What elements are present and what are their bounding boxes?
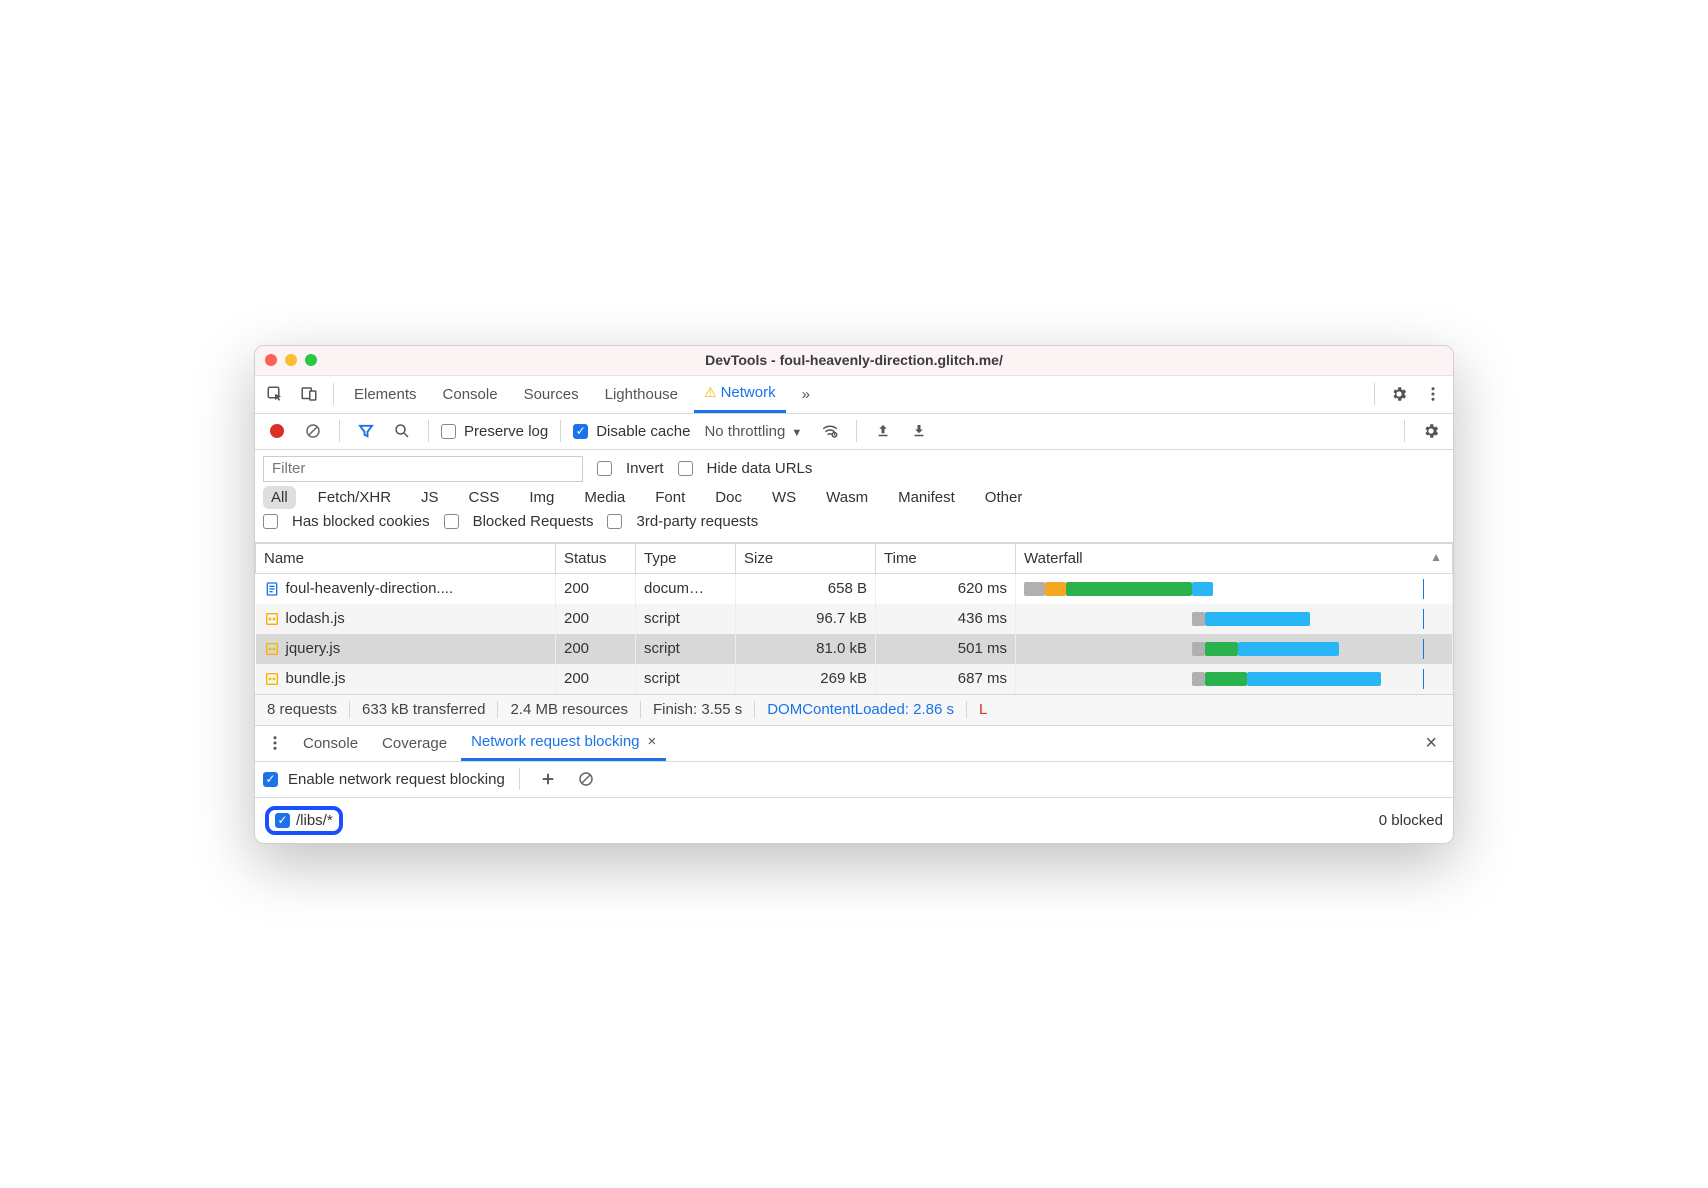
window-title: DevTools - foul-heavenly-direction.glitc… [255,352,1453,368]
type-filter-media[interactable]: Media [576,486,633,509]
titlebar: DevTools - foul-heavenly-direction.glitc… [255,346,1453,376]
requests-table: Name Status Type Size Time Waterfall▲ fo… [255,543,1453,694]
has-blocked-cookies-label: Has blocked cookies [292,513,430,530]
js-icon [264,611,280,627]
disable-cache-checkbox[interactable] [573,424,588,439]
close-tab-icon[interactable]: × [648,733,657,750]
hide-data-urls-label: Hide data URLs [707,460,813,477]
type-filter-js[interactable]: JS [413,486,447,509]
inspect-icon[interactable] [261,380,289,408]
tab-sources[interactable]: Sources [514,376,589,413]
has-blocked-cookies-checkbox[interactable] [263,514,278,529]
hide-data-urls-checkbox[interactable] [678,461,693,476]
col-waterfall[interactable]: Waterfall▲ [1016,543,1453,573]
blocked-requests-label: Blocked Requests [473,513,594,530]
waterfall-cell [1024,579,1444,599]
type-filter-manifest[interactable]: Manifest [890,486,963,509]
device-toggle-icon[interactable] [295,380,323,408]
type-filter-img[interactable]: Img [521,486,562,509]
invert-checkbox[interactable] [597,461,612,476]
request-row[interactable]: lodash.js200script96.7 kB436 ms [256,604,1453,634]
waterfall-cell [1024,639,1444,659]
type-filter-font[interactable]: Font [647,486,693,509]
panel-settings-icon[interactable] [1417,417,1445,445]
filter-bar: Invert Hide data URLs All Fetch/XHR JS CSS I… [255,450,1453,543]
type-filter-wasm[interactable]: Wasm [818,486,876,509]
drawer-menu-icon[interactable] [261,729,289,757]
clear-patterns-icon[interactable] [572,765,600,793]
doc-icon [264,581,280,597]
status-load: L [967,701,999,718]
drawer-tab-coverage[interactable]: Coverage [372,726,457,761]
type-filter-doc[interactable]: Doc [707,486,750,509]
request-row[interactable]: bundle.js200script269 kB687 ms [256,664,1453,694]
type-filter-fetchxhr[interactable]: Fetch/XHR [310,486,399,509]
type-filter-ws[interactable]: WS [764,486,804,509]
tab-network[interactable]: ⚠ Network [694,376,786,413]
third-party-checkbox[interactable] [607,514,622,529]
network-toolbar: Preserve log Disable cache No throttling… [255,414,1453,450]
pattern-checkbox[interactable] [275,813,290,828]
network-conditions-icon[interactable] [816,417,844,445]
drawer-tab-network-request-blocking[interactable]: Network request blocking × [461,726,666,761]
tab-elements[interactable]: Elements [344,376,427,413]
status-requests: 8 requests [255,701,350,718]
upload-icon[interactable] [869,417,897,445]
col-time[interactable]: Time [876,543,1016,573]
drawer-tabs: ConsoleCoverageNetwork request blocking … [255,726,1453,762]
request-row[interactable]: jquery.js200script81.0 kB501 ms [256,634,1453,664]
col-status[interactable]: Status [556,543,636,573]
type-filter-other[interactable]: Other [977,486,1031,509]
status-bar: 8 requests 633 kB transferred 2.4 MB res… [255,694,1453,726]
filter-icon[interactable] [352,417,380,445]
waterfall-cell [1024,609,1444,629]
search-icon[interactable] [388,417,416,445]
resource-type-filters: All Fetch/XHR JS CSS Img Media Font Doc WS Wasm Ma… [263,486,1445,509]
warning-icon: ⚠ [704,384,717,401]
disable-cache-label: Disable cache [596,423,690,440]
col-size[interactable]: Size [736,543,876,573]
drawer-close-icon[interactable]: × [1415,732,1447,755]
record-button[interactable] [263,417,291,445]
status-transferred: 633 kB transferred [350,701,498,718]
enable-blocking-checkbox[interactable] [263,772,278,787]
devtools-window: DevTools - foul-heavenly-direction.glitc… [254,345,1454,844]
invert-label: Invert [626,460,664,477]
pattern-text: /libs/* [296,812,333,829]
more-tabs-button[interactable]: » [792,376,820,413]
add-pattern-icon[interactable] [534,765,562,793]
status-resources: 2.4 MB resources [498,701,641,718]
status-domcontentloaded: DOMContentLoaded: 2.86 s [755,701,967,718]
col-type[interactable]: Type [636,543,736,573]
drawer-tab-console[interactable]: Console [293,726,368,761]
blocking-pattern-row[interactable]: /libs/* 0 blocked [255,798,1453,843]
filter-input[interactable] [263,456,583,482]
request-row[interactable]: foul-heavenly-direction....200docum…658 … [256,573,1453,604]
settings-icon[interactable] [1385,380,1413,408]
kebab-menu-icon[interactable] [1419,380,1447,408]
pattern-highlight: /libs/* [265,806,343,835]
blocking-toolbar: Enable network request blocking [255,762,1453,798]
throttling-select[interactable]: No throttling▼ [698,423,808,440]
download-icon[interactable] [905,417,933,445]
blocked-requests-checkbox[interactable] [444,514,459,529]
tab-console[interactable]: Console [433,376,508,413]
clear-icon[interactable] [299,417,327,445]
status-finish: Finish: 3.55 s [641,701,755,718]
preserve-log-checkbox[interactable] [441,424,456,439]
main-tabs: ElementsConsoleSourcesLighthouse⚠ Networ… [255,376,1453,414]
col-name[interactable]: Name [256,543,556,573]
third-party-label: 3rd-party requests [636,513,758,530]
blocked-count: 0 blocked [1379,812,1443,829]
type-filter-all[interactable]: All [263,486,296,509]
divider [1374,383,1375,405]
type-filter-css[interactable]: CSS [461,486,508,509]
enable-blocking-label: Enable network request blocking [288,771,505,788]
js-icon [264,671,280,687]
preserve-log-label: Preserve log [464,423,548,440]
waterfall-cell [1024,669,1444,689]
js-icon [264,641,280,657]
divider [333,383,334,405]
tab-lighthouse[interactable]: Lighthouse [595,376,688,413]
